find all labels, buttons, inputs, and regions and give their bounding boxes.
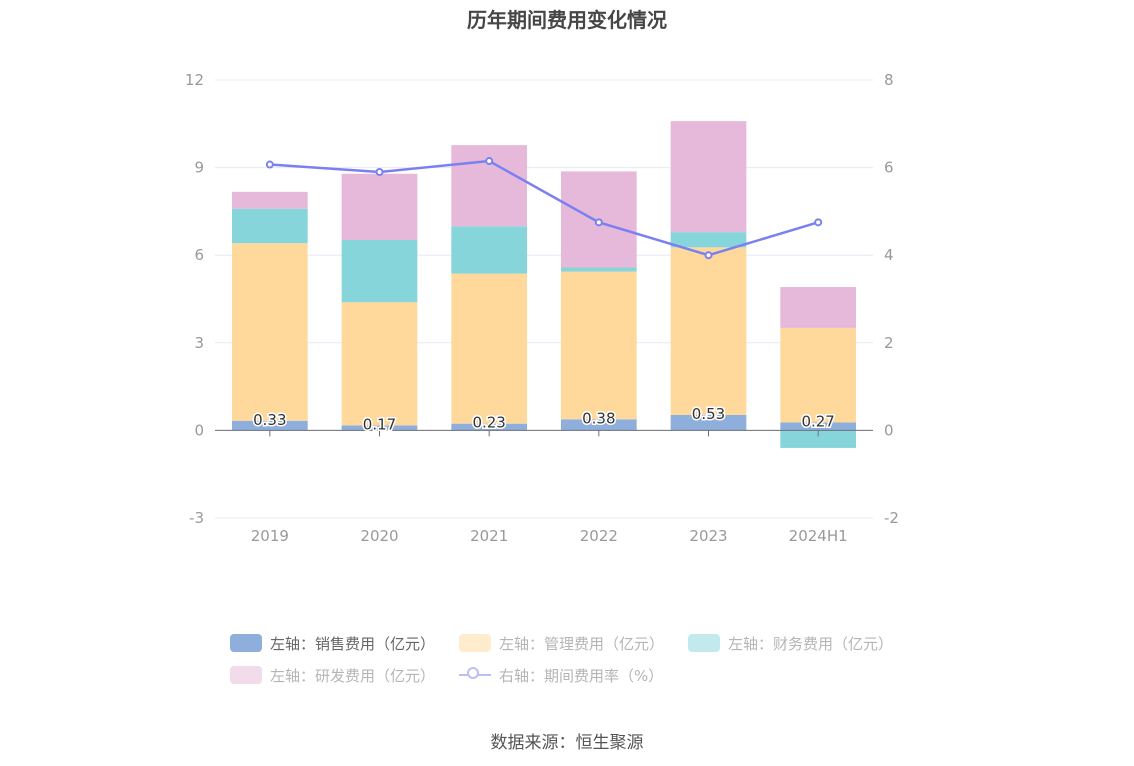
sales-data-label: 0.27: [801, 413, 834, 431]
zero-baseline: [215, 429, 873, 437]
rate-point: [265, 160, 274, 169]
bar-sales: [231, 420, 308, 431]
right-axis-tick-label: 6: [884, 159, 894, 177]
bar-sales: [780, 422, 857, 431]
legend-item-admin[interactable]: 左轴：管理费用（亿元）: [459, 630, 664, 656]
legend-label-rd: 左轴：研发费用（亿元）: [270, 666, 436, 685]
right-axis-tick-label: 4: [884, 246, 894, 264]
legend-label-finance: 左轴：财务费用（亿元）: [728, 634, 894, 653]
legend-item-sales[interactable]: 左轴：销售费用（亿元）: [230, 630, 435, 656]
data-source: 数据来源：恒生聚源: [490, 733, 644, 753]
x-axis-tick-label: 2024H1: [789, 527, 848, 545]
sales-data-label: 0.53: [692, 405, 725, 423]
sales-data-label: 0.17: [363, 415, 396, 433]
bar-finance: [451, 226, 528, 274]
data-labels: 0.33 0.17 0.23 0.38 0.53 0.27: [252, 403, 837, 435]
bar-admin: [451, 273, 528, 424]
left-axis-tick-label: 9: [194, 159, 204, 177]
bar-rd: [231, 191, 308, 209]
x-axis-tick-label: 2023: [689, 527, 727, 545]
bar-rd: [341, 173, 418, 241]
grid-lines: [215, 79, 873, 519]
x-axis-ticks: 2019 2020 2021 2022 2023 2024H1: [251, 527, 848, 545]
bar-admin: [560, 271, 637, 420]
bar-finance: [231, 208, 308, 244]
legend-swatch-rd: [230, 666, 262, 684]
legend-swatch-sales: [230, 634, 262, 652]
legend-label-rate: 右轴：期间费用率（%）: [499, 666, 664, 685]
left-axis-tick-label: -3: [189, 509, 204, 527]
right-axis-tick-label: 0: [884, 421, 894, 439]
rate-point: [704, 251, 713, 260]
bar-admin: [231, 243, 308, 421]
left-axis-tick-label: 0: [194, 421, 204, 439]
bar-sales: [451, 423, 528, 431]
legend-swatch-finance: [688, 634, 720, 652]
bar-admin: [670, 247, 747, 415]
bar-finance: [560, 267, 637, 272]
legend-item-rd[interactable]: 左轴：研发费用（亿元）: [230, 662, 435, 688]
rate-point: [485, 157, 494, 166]
right-axis-tick-label: -2: [884, 509, 899, 527]
right-axis-tick-label: 8: [884, 71, 894, 89]
bar-finance: [670, 232, 747, 248]
bar-rd: [780, 287, 857, 328]
left-axis-tick-label: 6: [194, 246, 204, 264]
left-axis-tick-label: 12: [185, 71, 204, 89]
bar-rd: [670, 121, 747, 233]
chart-title: 历年期间费用变化情况: [467, 8, 667, 32]
x-axis-tick-label: 2020: [360, 527, 398, 545]
legend-label-sales: 左轴：销售费用（亿元）: [270, 634, 436, 653]
legend-label-admin: 左轴：管理费用（亿元）: [499, 634, 665, 653]
legend-line-icon: [459, 666, 491, 684]
bar-finance: [341, 240, 418, 303]
x-axis-tick-label: 2022: [580, 527, 618, 545]
bar-sales: [670, 414, 747, 431]
bar-sales: [341, 425, 418, 431]
rate-line-series: [265, 157, 823, 260]
left-axis-tick-label: 3: [194, 334, 204, 352]
rate-point: [594, 218, 603, 227]
legend-item-rate[interactable]: 右轴：期间费用率（%）: [459, 662, 663, 688]
legend-item-finance[interactable]: 左轴：财务费用（亿元）: [688, 630, 893, 656]
rate-point: [814, 218, 823, 227]
bar-admin: [341, 302, 418, 426]
x-axis-tick-label: 2019: [251, 527, 289, 545]
left-axis-ticks: -3 0 3 6 9 12: [185, 71, 204, 527]
right-axis-ticks: -2 0 2 4 6 8: [884, 71, 899, 527]
legend-swatch-admin: [459, 634, 491, 652]
bar-series: [231, 121, 857, 448]
bar-admin: [780, 327, 857, 423]
sales-data-label: 0.23: [472, 414, 505, 432]
sales-data-label: 0.33: [253, 411, 286, 429]
bar-sales: [560, 419, 637, 431]
rate-point: [375, 167, 384, 176]
bar-finance: [780, 430, 857, 448]
rate-line: [269, 159, 819, 257]
x-axis-tick-label: 2021: [470, 527, 508, 545]
sales-data-label: 0.38: [582, 409, 615, 427]
right-axis-tick-label: 2: [884, 334, 894, 352]
